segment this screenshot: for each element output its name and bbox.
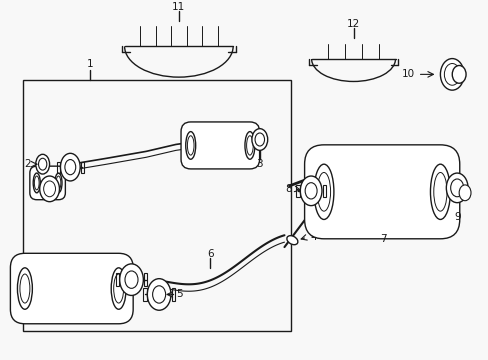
Bar — [23, 80, 291, 331]
Text: 11: 11 — [172, 2, 185, 12]
Bar — [296, 185, 299, 197]
Text: 9: 9 — [453, 212, 460, 222]
Ellipse shape — [147, 279, 171, 310]
Ellipse shape — [451, 66, 465, 83]
Ellipse shape — [429, 164, 449, 220]
Ellipse shape — [446, 173, 467, 203]
Text: 4: 4 — [309, 232, 316, 242]
Ellipse shape — [61, 153, 80, 181]
Ellipse shape — [458, 185, 470, 201]
FancyBboxPatch shape — [10, 253, 133, 324]
Ellipse shape — [440, 59, 463, 90]
FancyBboxPatch shape — [30, 166, 65, 200]
Bar — [57, 162, 60, 173]
Ellipse shape — [313, 164, 333, 220]
Ellipse shape — [36, 154, 49, 174]
Bar — [322, 185, 325, 197]
Ellipse shape — [111, 268, 126, 309]
Ellipse shape — [444, 63, 459, 85]
Text: 1: 1 — [86, 59, 93, 69]
Bar — [143, 288, 146, 301]
FancyBboxPatch shape — [304, 145, 459, 239]
Text: 8: 8 — [284, 184, 291, 194]
Ellipse shape — [33, 173, 40, 193]
Ellipse shape — [185, 132, 195, 159]
Ellipse shape — [120, 264, 143, 296]
Ellipse shape — [244, 132, 254, 159]
Text: 2: 2 — [24, 159, 31, 169]
Ellipse shape — [300, 176, 321, 206]
Text: 6: 6 — [207, 249, 213, 259]
Text: 3: 3 — [256, 159, 263, 169]
Text: 5: 5 — [176, 289, 182, 300]
Ellipse shape — [55, 173, 62, 193]
FancyBboxPatch shape — [181, 122, 259, 169]
Bar — [81, 162, 83, 173]
Ellipse shape — [40, 176, 60, 202]
Text: 10: 10 — [401, 69, 414, 79]
Ellipse shape — [286, 236, 297, 245]
Text: 7: 7 — [379, 234, 386, 244]
Bar — [115, 273, 119, 286]
Bar — [143, 273, 147, 286]
Text: 12: 12 — [346, 19, 360, 29]
Ellipse shape — [18, 268, 32, 309]
Bar — [171, 288, 175, 301]
Ellipse shape — [251, 129, 267, 150]
